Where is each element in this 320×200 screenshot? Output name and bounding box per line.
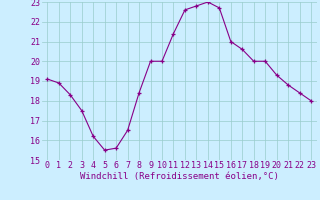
- X-axis label: Windchill (Refroidissement éolien,°C): Windchill (Refroidissement éolien,°C): [80, 172, 279, 181]
